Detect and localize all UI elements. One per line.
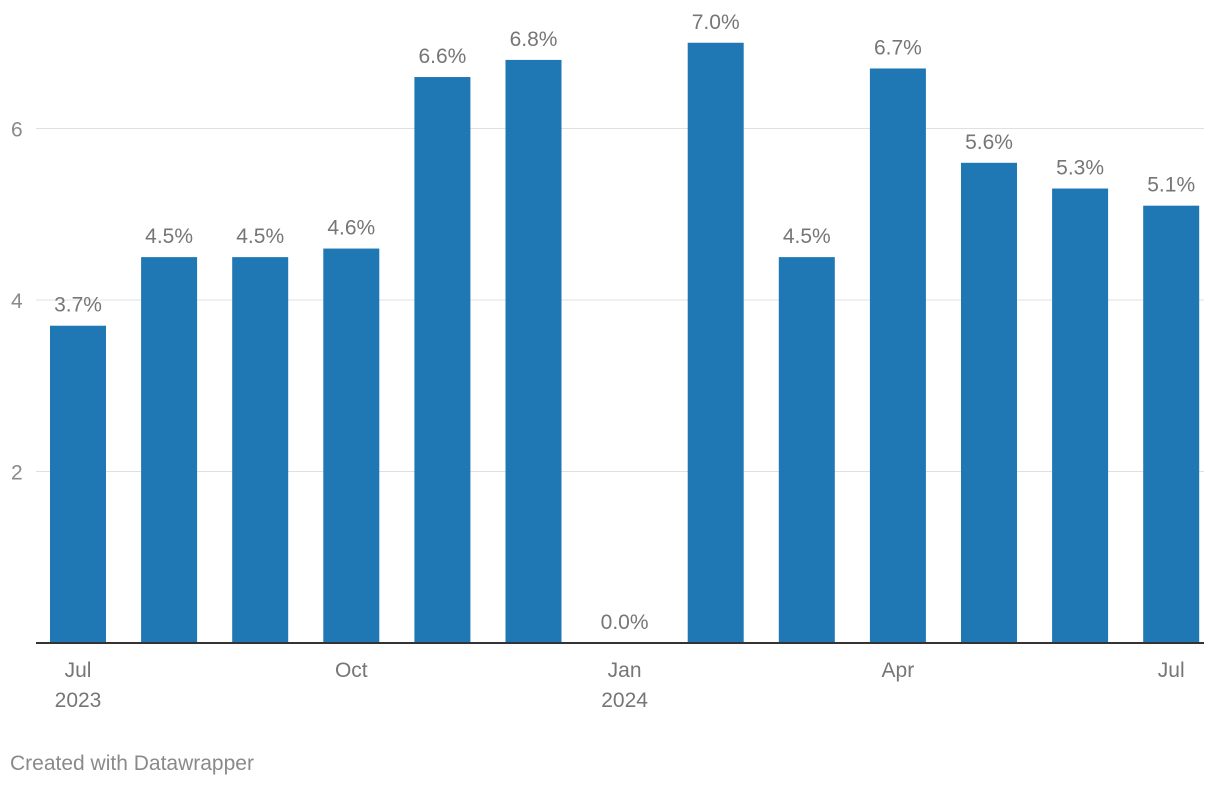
x-tick-label: Apr [882,659,915,682]
credit-text: Created with Datawrapper [10,752,254,775]
bar [1143,205,1200,644]
bar-value-label: 4.6% [327,217,375,240]
bar [50,325,106,643]
bar [961,162,1017,644]
y-tick-label: 2 [11,462,23,485]
bar-value-label: 4.5% [236,225,284,248]
bar-value-label: 6.8% [510,28,558,51]
bar [232,257,289,643]
bar-value-label: 4.5% [145,225,193,248]
bar-value-label: 5.1% [1147,174,1195,197]
y-tick-label: 4 [11,290,23,313]
x-tick-sublabel: 2023 [55,689,102,712]
bar [141,257,198,643]
bar-value-label: 5.6% [965,131,1013,154]
bar-value-label: 0.0% [601,611,649,634]
bar [687,42,744,643]
bar [505,59,562,643]
bar-value-label: 7.0% [692,11,740,34]
bar-value-label: 4.5% [783,225,831,248]
x-tick-label: Jul [1158,659,1185,682]
bar-value-label: 5.3% [1056,157,1104,180]
x-tick-label: Jan [608,659,642,682]
bar [1052,188,1109,643]
bar [869,68,926,644]
bar [323,248,380,644]
bar [414,77,471,644]
bar-value-label: 3.7% [54,294,102,317]
x-tick-label: Oct [335,659,368,682]
x-tick-sublabel: 2024 [601,689,648,712]
x-tick-label: Jul [65,659,92,682]
y-tick-label: 6 [11,119,23,142]
bar [778,257,835,643]
bar-value-label: 6.6% [418,45,466,68]
bar-value-label: 6.7% [874,36,922,59]
